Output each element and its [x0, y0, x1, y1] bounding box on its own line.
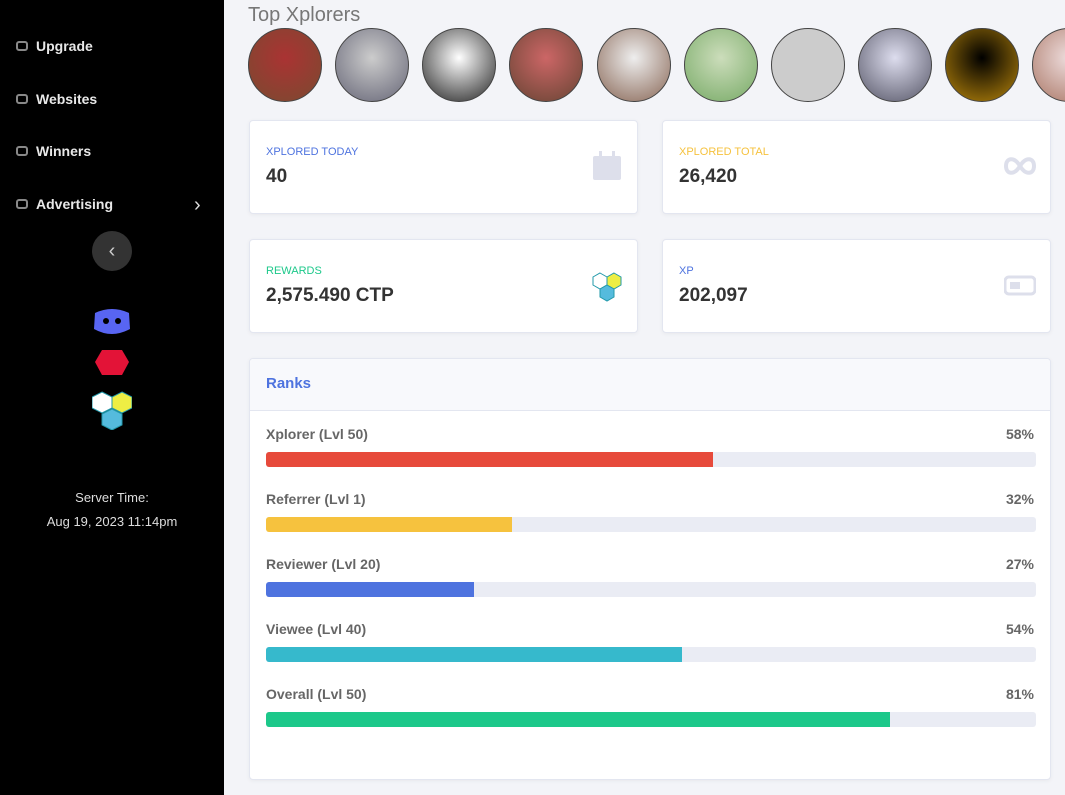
stat-icon: [1003, 150, 1037, 184]
avatar[interactable]: [945, 28, 1019, 102]
avatar[interactable]: [1032, 28, 1065, 102]
stat-label: XPLORED TOTAL: [679, 146, 769, 158]
avatar[interactable]: [248, 28, 322, 102]
ranks-header: [250, 359, 1050, 411]
stat-icon: [1003, 269, 1037, 303]
discord-icon[interactable]: [94, 309, 130, 334]
server-time-label: Server Time:: [75, 490, 149, 505]
stat-card: REWARDS 2,575.490 CTP: [249, 239, 638, 333]
stat-card: XPLORED TODAY 40: [249, 120, 638, 214]
menu-label: Winners: [36, 143, 92, 159]
rank-percent: 54%: [1005, 621, 1034, 637]
submenu-chevron[interactable]: ›: [194, 194, 201, 216]
avatar[interactable]: [597, 28, 671, 102]
stat-label: XPLORED TODAY: [266, 146, 359, 158]
rank-percent: 81%: [1005, 686, 1034, 702]
rank-name: Reviewer (Lvl 20): [266, 556, 381, 572]
rank-name: Referrer (Lvl 1): [266, 491, 366, 507]
progress-track: [266, 582, 1036, 597]
stat-label: REWARDS: [266, 265, 322, 277]
menu-label: Websites: [36, 91, 98, 107]
hive-icon[interactable]: [95, 350, 129, 375]
progress-bar: [266, 712, 890, 727]
ranks-card: Ranks Xplorer (Lvl 50) 58% Referrer (Lvl 1…: [249, 358, 1051, 780]
avatar[interactable]: [771, 28, 845, 102]
menu-icon: [16, 146, 28, 156]
progress-track: [266, 452, 1036, 467]
stat-value: 40: [266, 166, 288, 187]
rank-percent: 32%: [1005, 491, 1034, 507]
stat-value: 202,097: [679, 285, 748, 306]
menu-item[interactable]: Upgrade: [16, 38, 93, 54]
rank-percent: 58%: [1005, 426, 1034, 442]
collapse-button[interactable]: ‹: [92, 231, 132, 271]
avatar[interactable]: [335, 28, 409, 102]
menu-icon: [16, 94, 28, 104]
progress-bar: [266, 517, 513, 532]
social-icons: [92, 309, 132, 430]
progress-bar: [266, 647, 682, 662]
stat-value: 2,575.490 CTP: [266, 285, 394, 306]
progress-track: [266, 647, 1036, 662]
stat-card: XPLORED TOTAL 26,420: [662, 120, 1051, 214]
menu-icon: [16, 41, 28, 51]
rank-name: Viewee (Lvl 40): [266, 621, 367, 637]
rank-percent: 27%: [1005, 556, 1034, 572]
section-title: Top Xplorers: [248, 4, 361, 26]
stat-icon: [591, 269, 623, 303]
menu-icon: [16, 199, 28, 209]
menu-item[interactable]: Advertising: [16, 196, 113, 212]
stat-card: XP 202,097: [662, 239, 1051, 333]
progress-track: [266, 517, 1036, 532]
logo-icon[interactable]: [92, 391, 113, 414]
progress-bar: [266, 582, 474, 597]
menu-label: Advertising: [36, 196, 114, 212]
rank-name: Overall (Lvl 50): [266, 686, 367, 702]
stat-icon: [591, 150, 623, 184]
avatar[interactable]: [422, 28, 496, 102]
progress-track: [266, 712, 1036, 727]
progress-bar: [266, 452, 713, 467]
rank-name: Xplorer (Lvl 50): [266, 426, 368, 442]
avatar[interactable]: [858, 28, 932, 102]
ranks-title: Ranks: [266, 375, 312, 392]
server-time: Aug 19, 2023 11:14pm: [46, 514, 178, 529]
stat-value: 26,420: [679, 166, 738, 187]
sidebar: Upgrade Websites Winners Advertising › ‹ Ser…: [0, 0, 224, 795]
menu-item[interactable]: Winners: [16, 143, 91, 159]
menu-label: Upgrade: [36, 38, 93, 54]
avatar[interactable]: [684, 28, 758, 102]
menu-item[interactable]: Websites: [16, 91, 97, 107]
avatar[interactable]: [509, 28, 583, 102]
stat-label: XP: [679, 265, 694, 277]
